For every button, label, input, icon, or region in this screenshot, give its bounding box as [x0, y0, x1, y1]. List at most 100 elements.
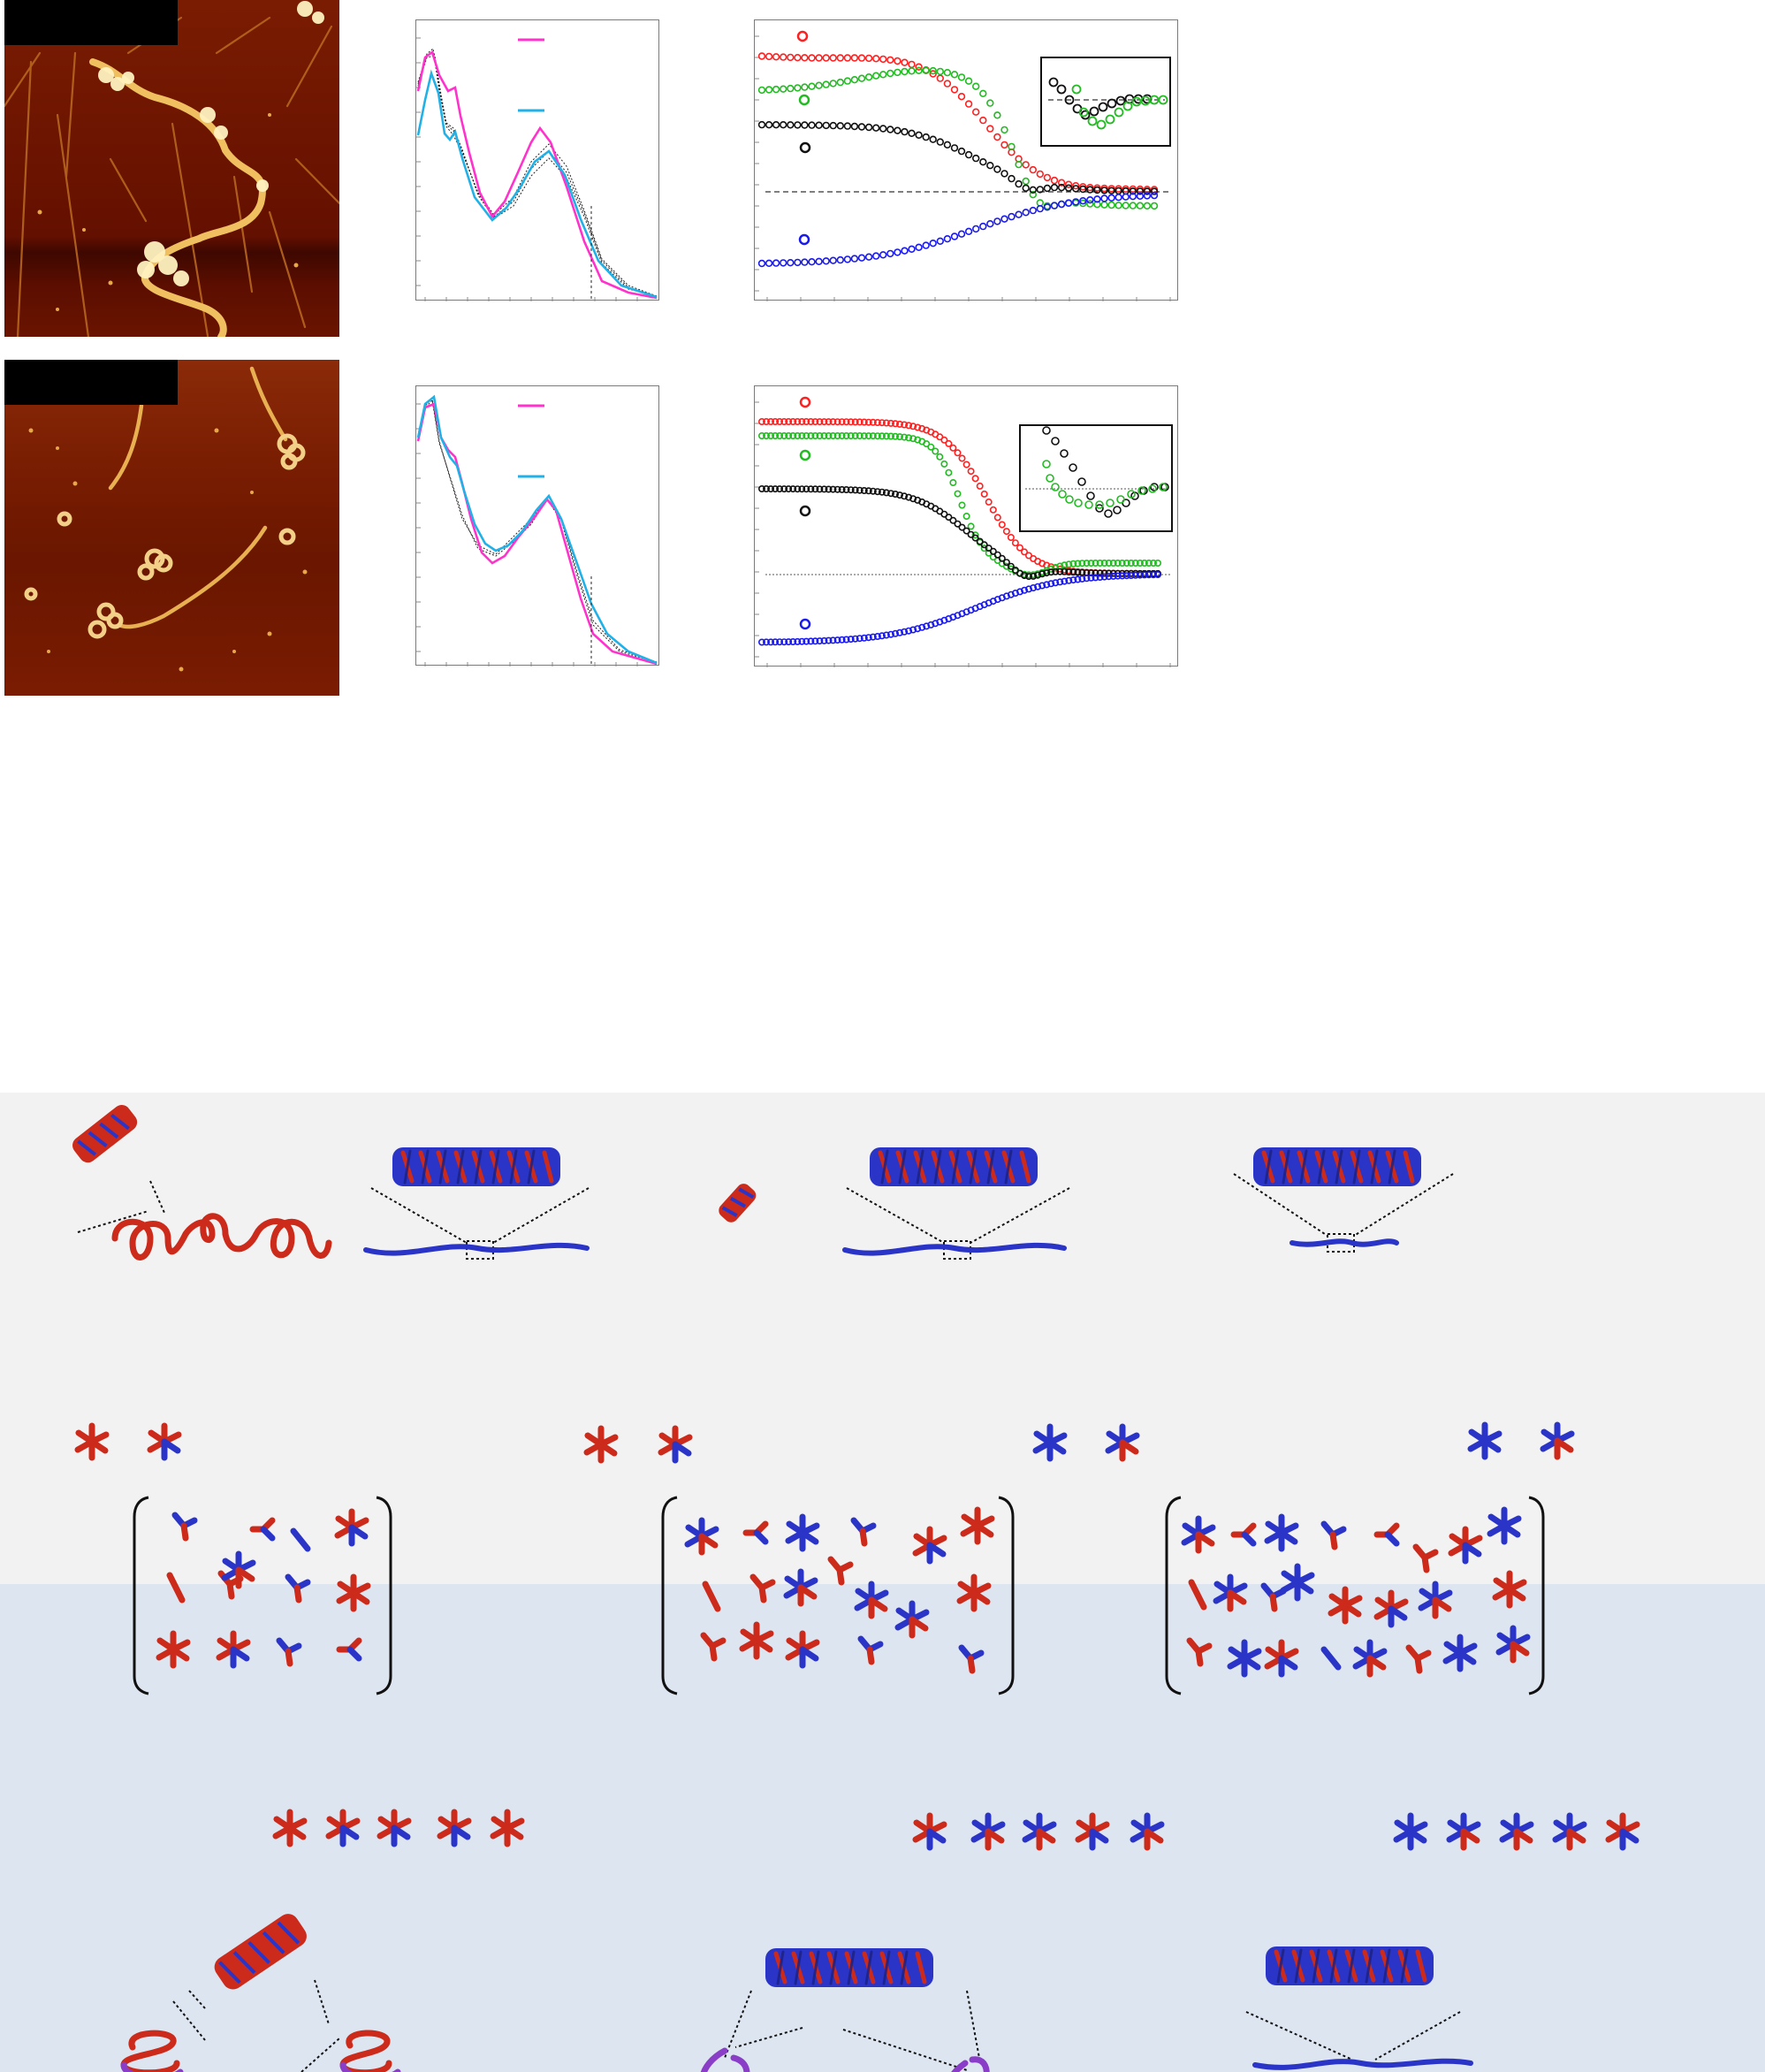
cd-data-point: [993, 165, 1001, 173]
cd-data-point: [887, 419, 895, 427]
cd-data-point: [780, 120, 787, 129]
cd-data-point: [1000, 170, 1008, 178]
cd-data-point: [1122, 193, 1130, 201]
cd-data-point: [815, 121, 823, 129]
cd-data-point: [892, 432, 900, 440]
cd-data-point: [833, 485, 841, 493]
cd-data-point: [757, 86, 766, 95]
cd-data-point: [1136, 571, 1144, 579]
cd-data-point: [882, 631, 890, 639]
cd-data-point: [798, 417, 806, 425]
cd-data-point: [1061, 568, 1069, 575]
cd-data-point: [833, 431, 841, 439]
cd-data-point: [1029, 165, 1037, 174]
cd-data-point: [1047, 568, 1055, 576]
cd-data-point: [807, 637, 815, 645]
cd-data-point: [1072, 182, 1080, 190]
cd-data-point: [847, 486, 855, 494]
cd-data-point: [776, 417, 784, 425]
cd-data-point: [833, 418, 841, 426]
cd-data-point: [940, 460, 948, 468]
cd-data-point: [972, 82, 980, 90]
cd-data-point: [909, 435, 917, 443]
cd-data-point: [758, 638, 766, 646]
cd-data-point: [1129, 202, 1137, 209]
cd-data-point: [843, 255, 852, 263]
cd-data-point: [820, 418, 828, 426]
cd-data-point: [1057, 179, 1066, 187]
cd-data-point: [993, 551, 1001, 559]
afm-image-middle: [4, 360, 339, 696]
cd-data-point: [757, 120, 766, 129]
cd-data-point: [1047, 580, 1055, 588]
stack-icon: [700, 1948, 990, 2072]
cd-data-point: [1078, 560, 1086, 568]
cd-data-point: [909, 423, 917, 430]
cd-data-point: [1030, 572, 1038, 580]
cd-data-point: [1115, 202, 1122, 209]
cd-data-point: [998, 554, 1006, 562]
cd-data-point: [860, 487, 868, 495]
cd-data-point: [1107, 201, 1115, 209]
cd-data-point: [1000, 126, 1008, 134]
cd-data-point: [780, 485, 788, 493]
monomer-star-icon: [78, 1425, 1571, 1460]
cd-data-point: [1064, 184, 1073, 192]
cd-data-point: [1136, 187, 1145, 195]
cd-data-point: [794, 53, 802, 62]
cd-data-point: [763, 485, 771, 493]
cd-data-point: [822, 80, 830, 88]
cd-data-point: [842, 636, 850, 644]
cd-data-point: [808, 258, 816, 266]
cd-data-point: [803, 637, 810, 645]
cd-data-point: [949, 516, 957, 524]
cd-data-point: [856, 635, 863, 643]
cd-data-point: [894, 68, 902, 77]
uv-plot-middle: [415, 385, 659, 667]
cd-data-point: [825, 636, 833, 644]
cd-data-point: [879, 251, 887, 259]
cd-data-point: [864, 253, 873, 261]
cd-data-point: [918, 424, 926, 432]
cd-data-point: [838, 431, 846, 439]
cd-data-point: [857, 123, 866, 131]
cd-data-point: [958, 523, 966, 531]
cd-data-point: [1052, 564, 1060, 572]
cd-data-point: [1140, 571, 1148, 579]
cd-data-point: [864, 487, 872, 495]
cd-data-point: [971, 531, 979, 539]
cd-data-point: [908, 67, 916, 75]
cd-data-point: [878, 632, 886, 640]
cd-data-point: [772, 638, 780, 646]
cd-data-point: [860, 418, 868, 426]
cd-data-point: [1069, 576, 1077, 584]
cd-data-point: [842, 431, 850, 439]
cd-data-point: [1052, 579, 1060, 587]
cd-data-point: [993, 217, 1001, 225]
cd-data-point: [957, 230, 966, 238]
cd-data-point: [807, 417, 815, 425]
cd-data-point: [915, 131, 923, 140]
stack-icon: [363, 1147, 590, 1260]
cd-data-point: [915, 63, 923, 71]
cd-data-point: [851, 418, 859, 426]
stack-icon: [842, 1147, 1070, 1260]
cd-data-point: [1022, 161, 1030, 169]
cd-data-point: [957, 147, 966, 156]
cd-data-point: [986, 125, 994, 133]
cd-data-point: [1083, 560, 1091, 568]
cd-data-point: [815, 81, 823, 89]
cd-data-point: [829, 256, 837, 264]
cd-data-point: [815, 54, 823, 62]
cd-data-point: [772, 417, 780, 425]
cd-data-point: [923, 622, 931, 630]
cd-data-point: [972, 108, 980, 116]
cd-data-point: [1052, 568, 1060, 575]
cd-data-point: [1008, 174, 1016, 183]
cd-data-point: [986, 99, 994, 107]
cd-data-point: [1065, 560, 1073, 568]
cd-data-point: [901, 628, 909, 636]
scale-label-box: [4, 0, 178, 45]
cd-data-point: [850, 54, 859, 62]
cd-data-point: [971, 534, 979, 542]
